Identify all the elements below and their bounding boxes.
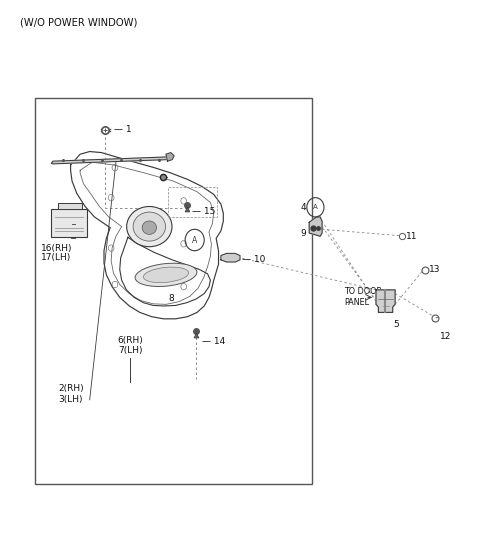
Ellipse shape (144, 267, 189, 282)
Ellipse shape (133, 212, 166, 241)
Polygon shape (376, 290, 395, 313)
Polygon shape (51, 157, 168, 164)
FancyBboxPatch shape (58, 203, 82, 210)
Polygon shape (166, 153, 174, 161)
Text: 17(LH): 17(LH) (40, 253, 71, 262)
Text: 12: 12 (440, 332, 451, 341)
Text: 3(LH): 3(LH) (59, 395, 83, 404)
Text: 4: 4 (300, 203, 306, 212)
Polygon shape (309, 217, 322, 236)
Text: 8: 8 (168, 294, 174, 303)
Text: 16(RH): 16(RH) (40, 244, 72, 253)
Text: TO DOOR
PANEL: TO DOOR PANEL (344, 287, 382, 307)
FancyBboxPatch shape (51, 210, 87, 237)
Text: 2(RH): 2(RH) (59, 384, 84, 393)
Text: — 10: — 10 (242, 255, 266, 264)
Text: 13: 13 (429, 265, 440, 274)
Ellipse shape (142, 221, 156, 234)
Text: A: A (192, 236, 197, 245)
Text: 6(RH): 6(RH) (118, 336, 143, 344)
Text: A: A (313, 204, 318, 210)
Text: 5: 5 (394, 320, 399, 329)
Ellipse shape (127, 206, 172, 247)
Text: — 1: — 1 (114, 125, 131, 134)
Text: 7(LH): 7(LH) (118, 346, 143, 355)
Bar (35, 98, 312, 484)
Bar (168, 188, 217, 217)
Text: (W/O POWER WINDOW): (W/O POWER WINDOW) (21, 17, 138, 27)
Ellipse shape (135, 263, 197, 287)
Polygon shape (221, 253, 240, 262)
Text: 9: 9 (300, 229, 306, 238)
Text: — 14: — 14 (202, 337, 225, 347)
Text: 11: 11 (406, 232, 418, 241)
Text: — 15: — 15 (192, 207, 216, 216)
